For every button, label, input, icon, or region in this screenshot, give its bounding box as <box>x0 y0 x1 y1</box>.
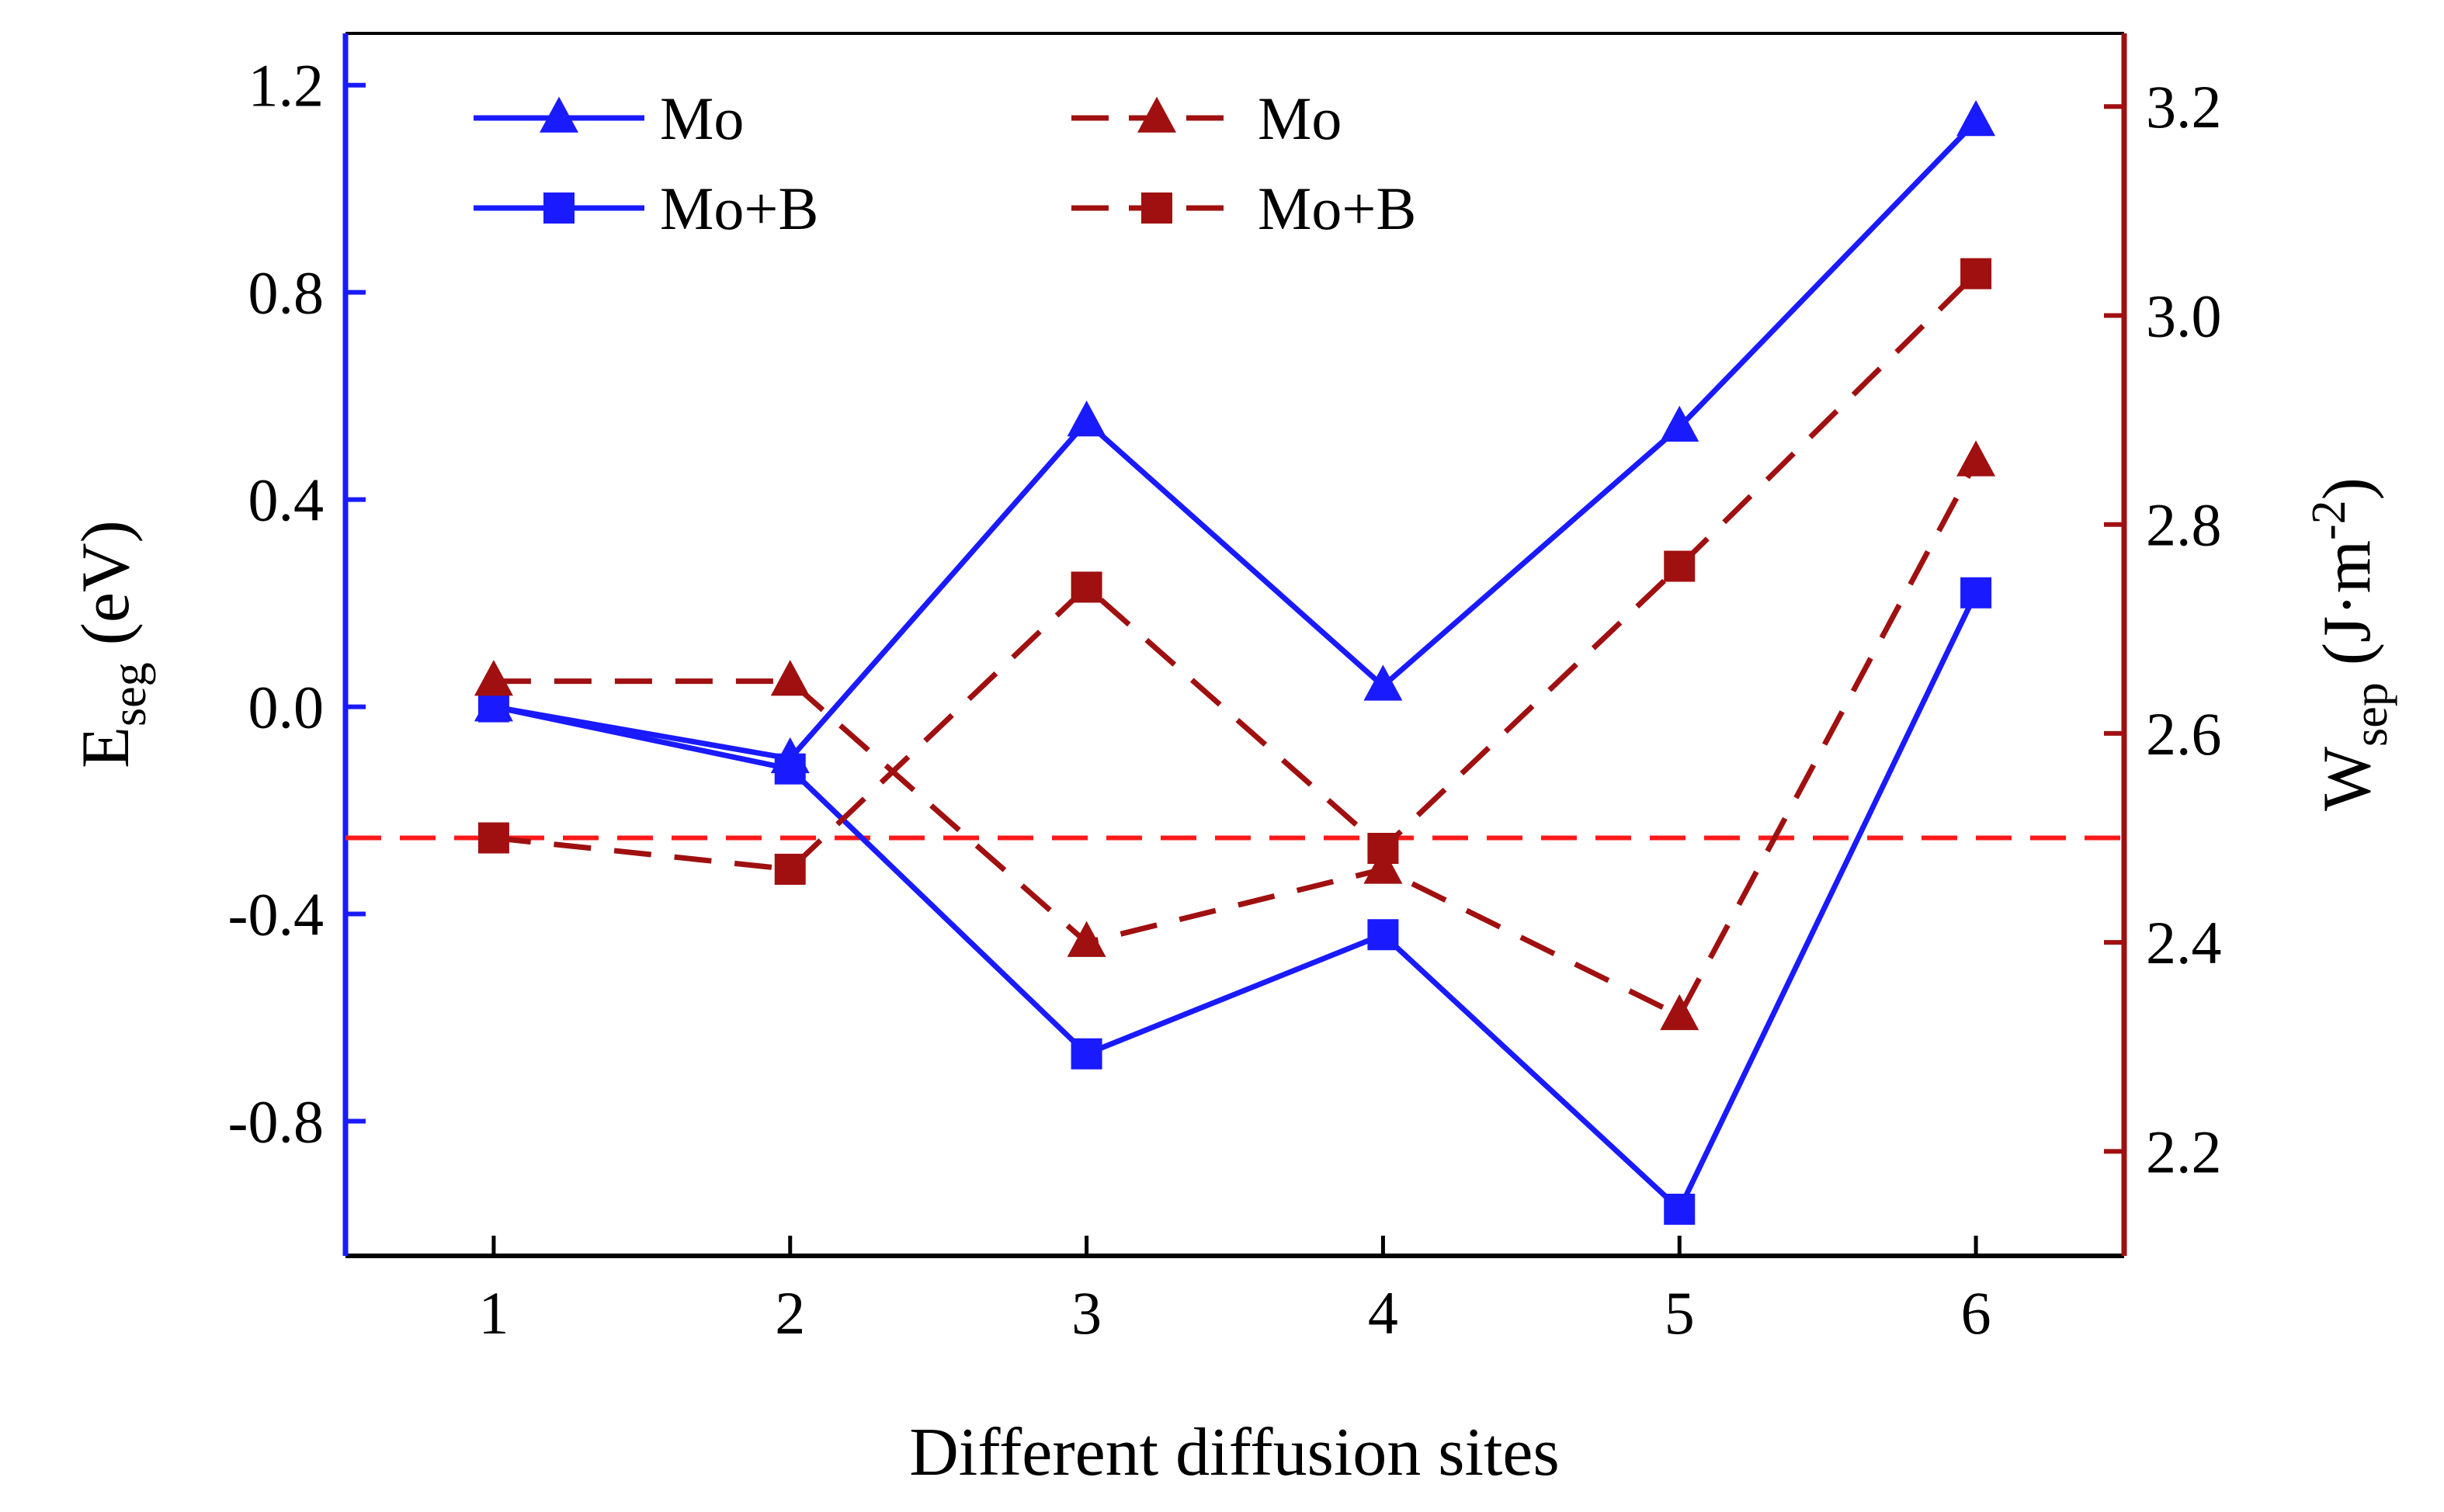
right-axis-title-sub: sep <box>2345 682 2397 747</box>
legend-label-0: Mo <box>660 85 744 152</box>
series-point-1 <box>1960 577 1992 609</box>
left-tick-label: 1.2 <box>248 52 325 120</box>
right-axis-title: Wsep (J·m-2) <box>2303 477 2397 811</box>
series-point-0 <box>1363 664 1403 701</box>
left-axis-title-main: E <box>68 727 144 768</box>
series-point-3 <box>774 853 806 885</box>
left-axis-title-sub: seg <box>103 662 156 727</box>
left-axis-ticks: 1.2 0.8 0.4 0.0 -0.4 -0.8 <box>228 52 366 1155</box>
right-tick-label: 2.8 <box>2146 491 2222 559</box>
right-tick-label: 2.2 <box>2146 1118 2222 1185</box>
right-tick-label: 2.6 <box>2146 700 2222 768</box>
legend-marker-2 <box>1137 96 1176 133</box>
right-axis-title-sup: -2 <box>2303 500 2355 540</box>
series-point-1 <box>1071 1038 1102 1070</box>
right-tick-label: 2.4 <box>2146 909 2222 976</box>
series-point-1 <box>774 753 806 785</box>
series-point-0 <box>1067 401 1106 437</box>
series-point-2 <box>474 660 513 696</box>
series-point-0 <box>1660 405 1699 442</box>
legend-marker-1 <box>543 192 575 224</box>
left-tick-label: 0.8 <box>248 259 325 327</box>
legend-marker-3 <box>1141 192 1172 224</box>
series-point-3 <box>1960 258 1992 290</box>
left-axis-title: Eseg (eV) <box>68 520 156 768</box>
series-point-1 <box>477 691 509 723</box>
series-point-2 <box>1660 994 1699 1031</box>
series-line-2 <box>493 460 1979 1020</box>
left-tick-label: -0.4 <box>228 881 324 948</box>
series-point-3 <box>1071 571 1102 603</box>
left-tick-label: 0.4 <box>248 466 325 534</box>
left-axis-title-unit: (eV) <box>68 520 144 662</box>
series-point-3 <box>1664 550 1696 582</box>
series-point-2 <box>1363 848 1403 884</box>
x-tick-label: 1 <box>478 1279 509 1347</box>
series-point-1 <box>1664 1193 1696 1225</box>
series-point-3 <box>477 822 509 854</box>
right-tick-label: 3.2 <box>2146 73 2222 140</box>
right-axis-ticks: 3.2 3.0 2.8 2.6 2.4 2.2 <box>2104 73 2222 1185</box>
series-point-2 <box>1956 440 1996 477</box>
right-axis-title-unit-close: ) <box>2310 477 2385 500</box>
x-axis-ticks: 1 2 3 4 5 6 <box>478 1236 1991 1347</box>
legend-label-1: Mo+B <box>660 175 818 242</box>
x-tick-label: 3 <box>1071 1279 1102 1347</box>
x-axis-title: Different diffusion sites <box>909 1415 1560 1490</box>
series-point-2 <box>770 660 810 696</box>
right-axis-title-unit-open: (J·m <box>2310 540 2385 682</box>
legend-label-2: Mo <box>1258 85 1342 152</box>
x-tick-label: 6 <box>1961 1279 1991 1347</box>
legend: Mo Mo+B Mo Mo+B <box>474 85 1416 242</box>
series-line-3 <box>493 272 1978 872</box>
x-tick-label: 4 <box>1368 1279 1398 1347</box>
series-lines <box>493 120 1979 1214</box>
right-tick-label: 3.0 <box>2146 282 2222 349</box>
series-line-1 <box>493 591 1979 1214</box>
right-axis-title-main: W <box>2310 747 2385 811</box>
left-tick-label: -0.8 <box>228 1087 324 1155</box>
series-point-0 <box>1956 99 1996 137</box>
series-line-0 <box>493 120 1978 762</box>
series-point-1 <box>1367 919 1399 951</box>
series-point-3 <box>1367 833 1399 864</box>
plot-area <box>342 32 2127 1258</box>
series-point-2 <box>1067 921 1106 957</box>
x-tick-label: 5 <box>1665 1279 1695 1347</box>
legend-label-3: Mo+B <box>1258 175 1416 242</box>
x-tick-label: 2 <box>775 1279 805 1347</box>
legend-marker-0 <box>540 96 578 133</box>
series-markers <box>474 99 1996 1225</box>
left-tick-label: 0.0 <box>248 674 325 741</box>
